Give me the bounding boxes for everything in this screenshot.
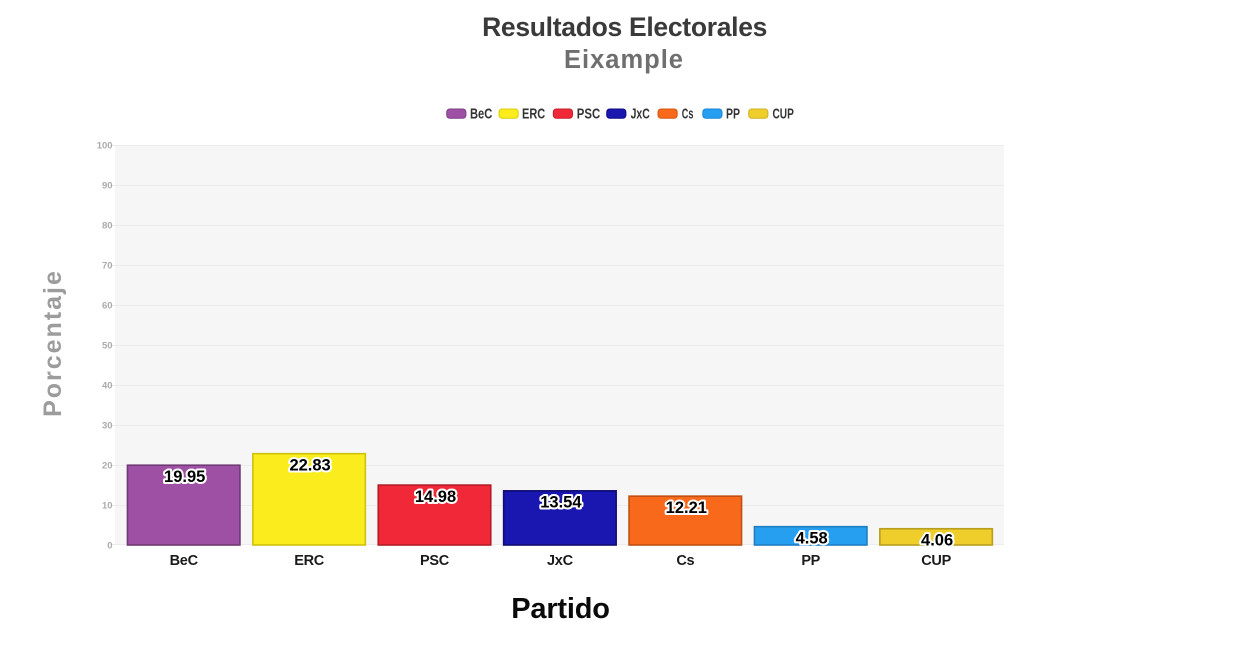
svg-text:Porcentaje: Porcentaje — [39, 269, 67, 417]
svg-text:Cs: Cs — [682, 106, 694, 123]
svg-text:CUP: CUP — [921, 553, 951, 569]
svg-text:90: 90 — [102, 181, 113, 192]
svg-text:BeC: BeC — [470, 106, 492, 123]
svg-text:BeC: BeC — [170, 553, 199, 569]
svg-text:30: 30 — [102, 421, 113, 432]
svg-text:Cs: Cs — [676, 553, 694, 569]
svg-text:ERC: ERC — [522, 106, 545, 123]
svg-text:PSC: PSC — [577, 106, 601, 123]
svg-text:4.06: 4.06 — [921, 532, 953, 550]
svg-text:JxC: JxC — [631, 106, 650, 123]
svg-text:0: 0 — [107, 541, 112, 552]
svg-text:22.83: 22.83 — [289, 457, 330, 475]
svg-text:100: 100 — [97, 141, 113, 152]
svg-text:80: 80 — [102, 221, 113, 232]
svg-text:4.58: 4.58 — [796, 530, 828, 548]
svg-text:60: 60 — [102, 301, 113, 312]
svg-text:14.98: 14.98 — [415, 488, 456, 506]
svg-text:40: 40 — [102, 381, 113, 392]
svg-text:10: 10 — [102, 501, 113, 512]
svg-text:PSC: PSC — [420, 553, 450, 569]
svg-text:Partido: Partido — [511, 593, 610, 625]
svg-text:19.95: 19.95 — [164, 468, 205, 486]
svg-text:ERC: ERC — [294, 553, 325, 569]
svg-text:JxC: JxC — [547, 553, 574, 569]
svg-text:50: 50 — [102, 341, 113, 352]
svg-text:12.21: 12.21 — [666, 499, 707, 517]
svg-text:PP: PP — [801, 553, 820, 569]
svg-text:Resultados Electorales: Resultados Electorales — [482, 12, 767, 42]
svg-text:70: 70 — [102, 261, 113, 272]
svg-text:13.54: 13.54 — [540, 494, 582, 512]
svg-text:20: 20 — [102, 461, 113, 472]
svg-text:PP: PP — [726, 106, 740, 123]
svg-text:Eixample: Eixample — [564, 46, 684, 74]
svg-text:CUP: CUP — [773, 106, 794, 123]
